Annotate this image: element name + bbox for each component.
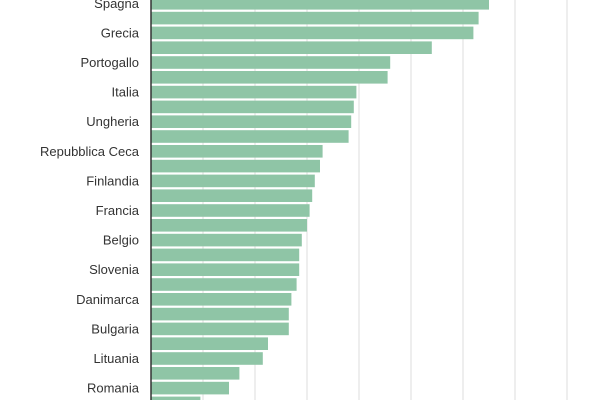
- category-label: Lituania: [93, 351, 139, 366]
- category-label: Bulgaria: [91, 321, 139, 336]
- bar: [151, 278, 297, 291]
- category-label: Danimarca: [76, 292, 140, 307]
- bar: [151, 367, 240, 380]
- bar: [151, 233, 302, 247]
- bar: [151, 115, 352, 128]
- bar: [151, 71, 388, 84]
- bar: [151, 352, 263, 365]
- bar: [151, 204, 310, 217]
- category-label: Italia: [112, 85, 140, 100]
- category-label: Finlandia: [86, 173, 140, 188]
- category-labels: Spagna Grecia Portogallo Italia Ungheria Repu…: [40, 0, 140, 396]
- bar: [151, 381, 229, 395]
- bar: [151, 100, 354, 114]
- category-label: Spagna: [94, 0, 140, 11]
- bar: [151, 174, 315, 188]
- bar: [151, 130, 349, 143]
- bar: [151, 0, 489, 10]
- bar: [151, 263, 300, 276]
- category-label: Francia: [96, 203, 140, 218]
- bar: [151, 145, 323, 158]
- category-label: Grecia: [101, 25, 140, 40]
- category-label: Belgio: [103, 233, 139, 248]
- bar: [151, 159, 320, 173]
- bar: [151, 26, 474, 40]
- category-label: Repubblica Ceca: [40, 144, 140, 159]
- category-label: Portogallo: [80, 55, 139, 70]
- bar: [151, 219, 307, 232]
- bar: [151, 248, 300, 262]
- bar: [151, 293, 292, 306]
- bar: [151, 337, 268, 350]
- bar: [151, 307, 289, 321]
- category-label: Slovenia: [89, 262, 140, 277]
- bar: [151, 322, 289, 336]
- bars: [151, 0, 489, 400]
- bar: [151, 56, 391, 69]
- category-label: Romania: [87, 381, 140, 396]
- bar: [151, 11, 479, 25]
- bar: [151, 189, 313, 202]
- bar: [151, 85, 357, 99]
- bar: [151, 396, 201, 400]
- category-label: Ungheria: [86, 114, 140, 129]
- bar: [151, 41, 432, 54]
